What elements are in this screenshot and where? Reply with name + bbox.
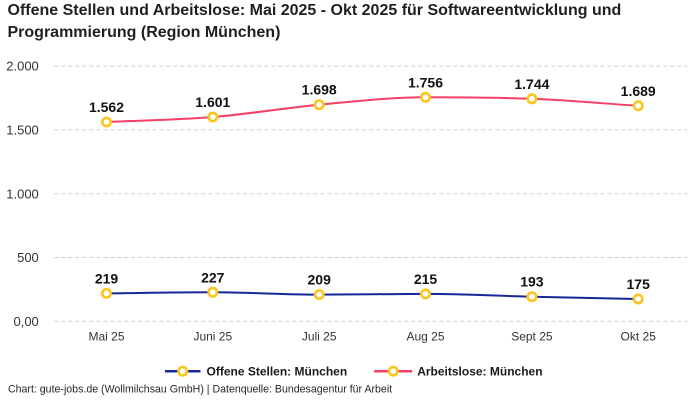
svg-text:175: 175 <box>627 276 651 292</box>
svg-text:Juni 25: Juni 25 <box>193 330 232 344</box>
svg-text:1.562: 1.562 <box>89 99 124 115</box>
svg-text:219: 219 <box>95 270 119 286</box>
svg-text:227: 227 <box>201 269 225 285</box>
svg-text:Offene Stellen und Arbeitslose: Offene Stellen und Arbeitslose: Mai 2025… <box>8 2 622 19</box>
svg-text:1.756: 1.756 <box>408 74 443 90</box>
svg-text:Okt 25: Okt 25 <box>621 330 657 344</box>
svg-text:Sept 25: Sept 25 <box>511 330 553 344</box>
svg-text:Chart: gute-jobs.de (Wollmilch: Chart: gute-jobs.de (Wollmilchsau GmbH) … <box>8 384 392 396</box>
svg-text:Aug 25: Aug 25 <box>406 330 444 344</box>
svg-text:1.500: 1.500 <box>6 123 39 138</box>
svg-text:215: 215 <box>414 271 438 287</box>
svg-text:209: 209 <box>308 272 332 288</box>
svg-text:Programmierung (Region München: Programmierung (Region München) <box>8 24 281 41</box>
svg-text:193: 193 <box>520 274 544 290</box>
svg-text:1.000: 1.000 <box>6 186 39 201</box>
svg-text:1.744: 1.744 <box>514 76 549 92</box>
svg-text:0,00: 0,00 <box>13 314 38 329</box>
svg-text:1.601: 1.601 <box>195 94 230 110</box>
svg-text:500: 500 <box>17 250 39 265</box>
svg-text:Juli 25: Juli 25 <box>302 330 337 344</box>
svg-text:1.698: 1.698 <box>302 82 337 98</box>
svg-text:Arbeitslose: München: Arbeitslose: München <box>417 365 542 379</box>
svg-text:Offene Stellen: München: Offene Stellen: München <box>207 365 348 379</box>
svg-text:Mai 25: Mai 25 <box>88 330 124 344</box>
svg-text:1.689: 1.689 <box>621 83 656 99</box>
svg-text:2.000: 2.000 <box>6 59 39 74</box>
